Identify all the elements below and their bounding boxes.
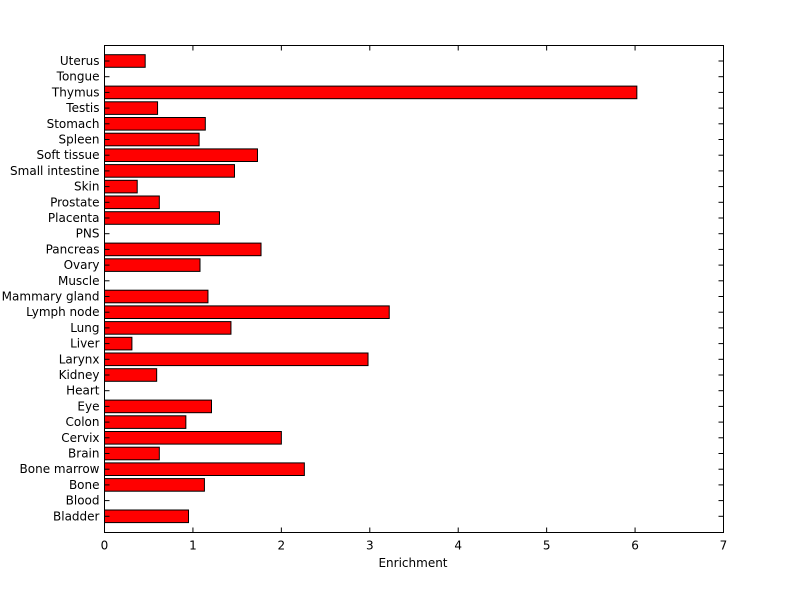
x-tick-label-2: 2 — [278, 539, 286, 553]
y-tick-label-cervix: Cervix — [61, 431, 99, 445]
x-tick-label-0: 0 — [101, 539, 109, 553]
bar-prostate — [104, 195, 160, 210]
y-tick-label-mammary-gland: Mammary gland — [2, 290, 100, 304]
x-axis-label: Enrichment — [378, 556, 447, 570]
y-tick-label-skin: Skin — [74, 180, 100, 194]
bar-placenta — [104, 211, 220, 225]
bar-spleen — [104, 132, 200, 147]
bar-colon — [104, 415, 187, 429]
y-tick-label-lymph-node: Lymph node — [26, 305, 99, 319]
y-tick-label-blood: Blood — [66, 494, 100, 508]
y-tick-label-uterus: Uterus — [60, 54, 100, 68]
bar-testis — [104, 101, 159, 115]
y-tick-label-eye: Eye — [77, 399, 99, 413]
y-tick-label-pancreas: Pancreas — [46, 242, 100, 256]
x-tick-label-4: 4 — [454, 539, 462, 553]
y-tick-label-thymus: Thymus — [51, 85, 100, 99]
x-axis: 0 1 2 3 4 5 6 7 — [101, 45, 728, 553]
y-tick-label-stomach: Stomach — [47, 117, 100, 131]
y-tick-label-colon: Colon — [65, 415, 99, 429]
bar-small-intestine — [104, 164, 235, 178]
x-tick-label-5: 5 — [543, 539, 551, 553]
y-tick-label-bone: Bone — [69, 478, 100, 492]
y-tick-label-brain: Brain — [68, 447, 99, 461]
y-tick-label-small-intestine: Small intestine — [10, 164, 99, 178]
bar-thymus — [104, 85, 638, 100]
x-tick-label-6: 6 — [631, 539, 639, 553]
bar-bone-marrow — [104, 462, 305, 476]
bar-eye — [104, 399, 212, 414]
bar-pancreas — [104, 242, 262, 257]
y-tick-label-heart: Heart — [66, 384, 100, 398]
bar-lung — [104, 321, 232, 335]
bar-soft-tissue — [104, 148, 258, 162]
bar-larynx — [104, 352, 369, 367]
y-tick-label-ovary: Ovary — [64, 258, 100, 272]
y-tick-label-bladder: Bladder — [53, 509, 100, 523]
y-tick-label-placenta: Placenta — [48, 211, 100, 225]
bar-cervix — [104, 431, 282, 445]
bar-bladder — [104, 509, 190, 524]
y-tick-label-spleen: Spleen — [59, 133, 100, 147]
x-tick-label-7: 7 — [720, 539, 728, 553]
y-tick-label-testis: Testis — [65, 101, 99, 115]
y-tick-label-liver: Liver — [70, 337, 100, 351]
bar-brain — [104, 446, 160, 461]
y-tick-label-tongue: Tongue — [56, 70, 100, 84]
bar-stomach — [104, 117, 206, 131]
plot-frame — [104, 45, 724, 533]
y-tick-label-bone-marrow: Bone marrow — [20, 462, 100, 476]
bar-lymph-node — [104, 305, 390, 319]
x-tick-label-1: 1 — [189, 539, 197, 553]
y-tick-label-lung: Lung — [70, 321, 99, 335]
y-tick-label-larynx: Larynx — [59, 352, 100, 366]
bar-uterus — [104, 54, 146, 68]
bar-ovary — [104, 258, 201, 272]
bar-kidney — [104, 368, 158, 382]
bar-bone — [104, 478, 205, 492]
bars-group — [104, 54, 638, 524]
bar-mammary-gland — [104, 289, 209, 304]
y-tick-label-kidney: Kidney — [59, 368, 100, 382]
y-tick-label-soft-tissue: Soft tissue — [36, 148, 99, 162]
x-tick-label-3: 3 — [366, 539, 374, 553]
y-tick-label-pns: PNS — [76, 227, 100, 241]
y-tick-label-prostate: Prostate — [50, 195, 99, 209]
y-tick-label-muscle: Muscle — [58, 274, 100, 288]
